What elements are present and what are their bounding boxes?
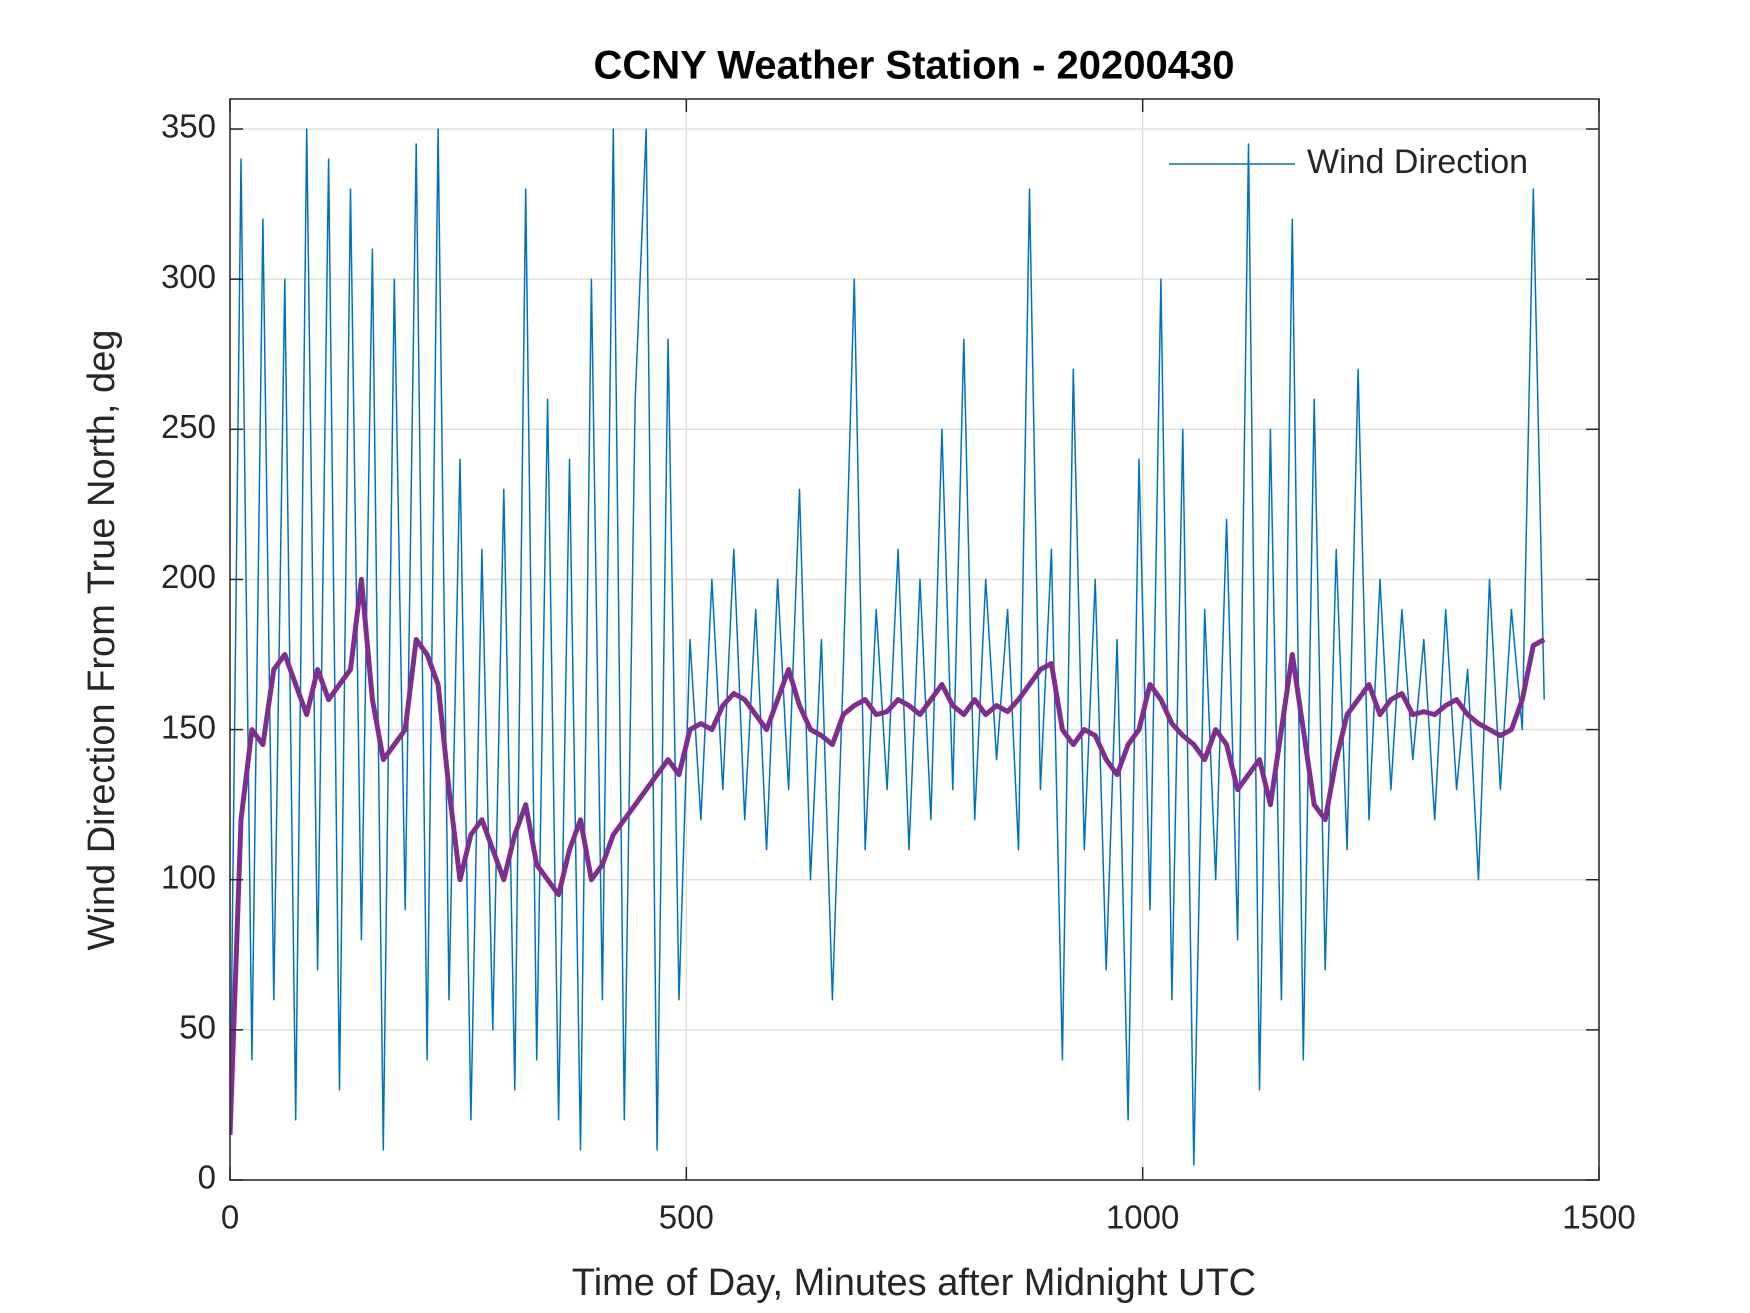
y-tick-label: 250 xyxy=(161,408,216,445)
y-tick-label: 300 xyxy=(161,258,216,295)
x-tick-label: 1000 xyxy=(1106,1199,1179,1236)
data-line xyxy=(230,128,1545,1166)
data-line xyxy=(230,576,1546,1136)
y-tick-label: 350 xyxy=(161,108,216,145)
x-tick-label: 1500 xyxy=(1562,1199,1635,1236)
y-tick-label: 100 xyxy=(161,858,216,895)
x-tick-label: 500 xyxy=(659,1199,714,1236)
y-axis-label: Wind Direction From True North, deg xyxy=(81,330,123,951)
x-axis-label: Time of Day, Minutes after Midnight UTC xyxy=(572,1262,1256,1304)
y-tick-label: 150 xyxy=(161,708,216,745)
y-tick-label: 200 xyxy=(161,558,216,595)
axes-box xyxy=(229,98,1600,1181)
y-tick-label: 50 xyxy=(179,1009,216,1046)
legend-label: Wind Direction xyxy=(1307,143,1528,181)
y-tick-label: 0 xyxy=(198,1159,216,1196)
x-tick-label: 0 xyxy=(221,1199,239,1236)
chart-title: CCNY Weather Station - 20200430 xyxy=(594,44,1235,88)
